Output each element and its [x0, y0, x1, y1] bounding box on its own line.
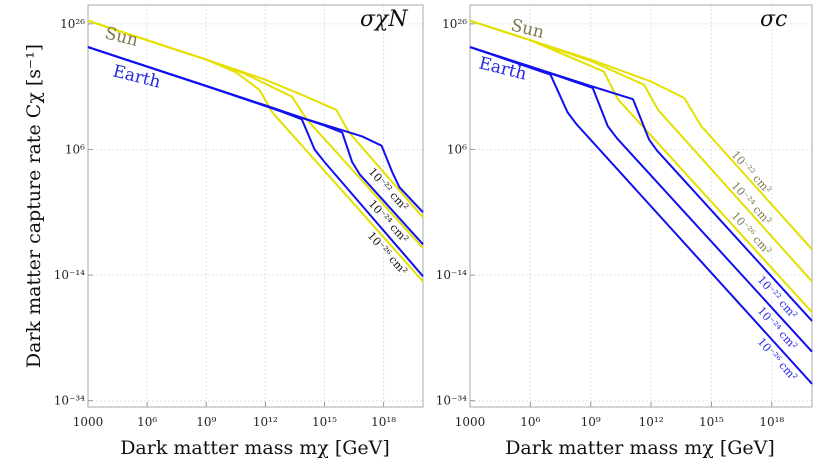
- curves: [469, 19, 813, 385]
- sun-curve-10: [469, 19, 813, 313]
- panel-title: σc: [760, 7, 787, 32]
- x-axis-label: Dark matter mass mχ [GeV]: [120, 437, 390, 459]
- ticks: 1000 10⁶ 10⁹ 10¹² 10¹⁵ 10¹⁸ 10²⁶ 10⁶ 10⁻¹⁴ 10⁻³⁴: [436, 17, 785, 429]
- sun-label: Sun: [103, 23, 140, 51]
- x-tick-label: 10¹⁵: [699, 415, 724, 429]
- earth-curve-10: [469, 46, 813, 353]
- ticks: 1000 10⁶ 10⁹ 10¹² 10¹⁵ 10¹⁸ 10²⁶ 10⁶ 10⁻¹⁴ 10⁻³⁴: [54, 17, 396, 429]
- x-tick-label: 10⁶: [137, 415, 157, 429]
- x-tick-label: 10¹²: [639, 415, 664, 429]
- x-tick-label: 1000: [455, 415, 486, 429]
- sun-curve-10: [87, 19, 424, 283]
- panel-title: σχN: [360, 7, 408, 32]
- earth-label: Earth: [477, 53, 529, 84]
- x-tick-label: 10¹²: [253, 415, 278, 429]
- panel-left: 1000 10⁶ 10⁹ 10¹² 10¹⁵ 10¹⁸10²⁶10⁶10⁻¹⁴10⁻³⁴ …: [54, 4, 424, 459]
- y-axis-label: Dark matter capture rate Cχ [s⁻¹]: [23, 44, 45, 368]
- plot-frame: [469, 4, 813, 408]
- plot-frame: [87, 4, 424, 408]
- x-tick-label: 10¹⁸: [759, 415, 784, 429]
- curves: [87, 19, 424, 283]
- y-tick-label: 10⁶: [65, 142, 85, 156]
- y-tick-label: 10⁻³⁴: [54, 394, 85, 408]
- x-axis-label: Dark matter mass mχ [GeV]: [505, 437, 775, 459]
- x-tick-label: 10¹⁸: [371, 415, 396, 429]
- y-tick-label: 10²⁶: [442, 17, 467, 31]
- y-tick-label: 10⁻¹⁴: [54, 268, 85, 282]
- earth-curve-10: [469, 46, 813, 385]
- x-tick-label: 10⁹: [196, 415, 216, 429]
- sun-label: Sun: [509, 15, 546, 43]
- panel-right: 1000 10⁶ 10⁹ 10¹² 10¹⁵ 10¹⁸10²⁶10⁶10⁻¹⁴10⁻³⁴ …: [436, 4, 813, 459]
- y-tick-label: 10⁻¹⁴: [436, 268, 467, 282]
- earth-curve-10: [87, 46, 424, 277]
- y-tick-label: 10²⁶: [60, 17, 85, 31]
- y-tick-label: 10⁶: [447, 142, 467, 156]
- x-tick-label: 1000: [73, 415, 104, 429]
- x-tick-label: 10⁹: [581, 415, 601, 429]
- x-tick-label: 10¹⁵: [312, 415, 337, 429]
- x-tick-label: 10⁶: [520, 415, 540, 429]
- earth-label: Earth: [111, 61, 163, 92]
- sun-curve-10: [87, 19, 424, 249]
- y-tick-label: 10⁻³⁴: [436, 394, 467, 408]
